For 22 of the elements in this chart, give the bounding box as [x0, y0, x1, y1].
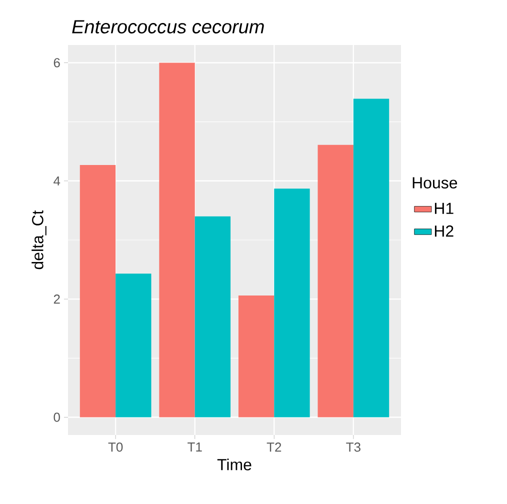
y-tick-label: 2	[54, 294, 60, 304]
x-axis-title: Time	[217, 458, 252, 470]
bar	[318, 144, 354, 418]
chart-title: Enterococcus cecorum	[72, 20, 264, 34]
y-tick-label: 4	[54, 176, 60, 186]
y-tick-label: 6	[54, 58, 60, 68]
bar	[159, 62, 195, 418]
legend-label: H2	[434, 225, 454, 237]
y-tick-label: 0	[54, 412, 60, 422]
x-tick-label: T2	[266, 442, 282, 452]
legend-title: House	[412, 177, 458, 188]
y-axis-title: delta_Ct	[32, 210, 46, 270]
bar	[274, 188, 310, 418]
bar	[194, 216, 231, 418]
bar	[80, 164, 116, 418]
x-tick-label: T1	[188, 442, 202, 452]
x-tick-label: T3	[346, 442, 360, 452]
bar	[116, 274, 152, 418]
legend-label: H1	[434, 202, 454, 214]
bar	[238, 296, 274, 418]
bar	[353, 98, 390, 418]
x-tick-label: T0	[108, 442, 123, 452]
